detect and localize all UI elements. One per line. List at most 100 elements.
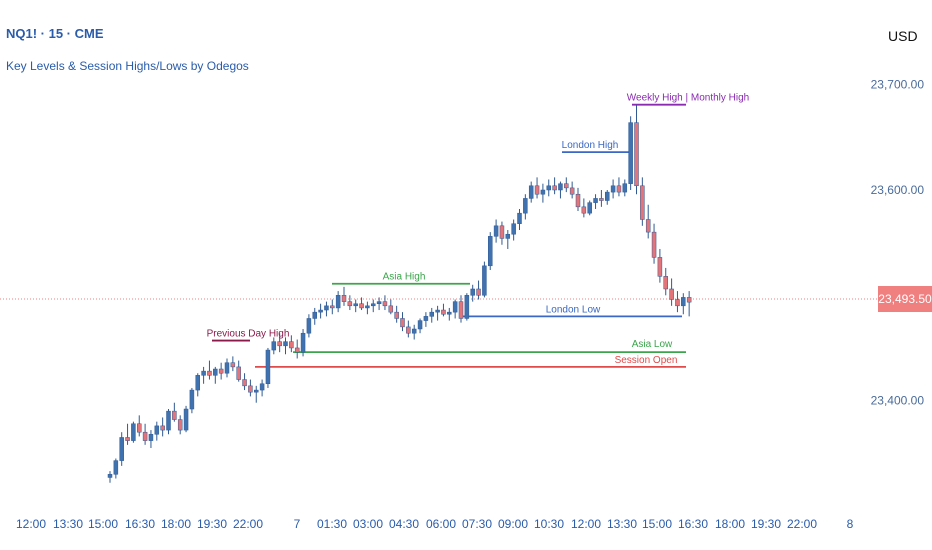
- candle-body: [365, 305, 370, 309]
- candle-body: [493, 225, 499, 237]
- candle-body: [616, 185, 622, 193]
- candle-body: [172, 410, 177, 420]
- candle-body: [645, 219, 651, 233]
- candle-body: [265, 349, 271, 385]
- candle-body: [476, 288, 481, 296]
- candle-body: [605, 191, 610, 201]
- key-levels: Previous Day High Asia High Asia Low Sessio…: [207, 93, 749, 368]
- level-label: London High: [562, 140, 619, 151]
- time-tick-label: 09:00: [498, 517, 528, 531]
- time-tick-label: 12:00: [16, 517, 46, 531]
- candle-body: [154, 425, 160, 435]
- candle-body: [523, 198, 528, 214]
- candle-body: [657, 257, 663, 277]
- candle-body: [452, 301, 458, 313]
- candle-body: [177, 419, 183, 431]
- candle-body: [300, 332, 306, 353]
- level-label: Asia Low: [632, 339, 673, 350]
- candles: [107, 104, 692, 483]
- candle-body: [119, 437, 124, 461]
- candle-body: [213, 368, 218, 376]
- candle-body: [675, 299, 680, 307]
- candle-body: [335, 295, 341, 309]
- time-tick-label: 01:30: [317, 517, 347, 531]
- candle-body: [488, 236, 493, 267]
- candle-body: [318, 309, 323, 313]
- candle-body: [610, 185, 616, 193]
- time-tick-label: 03:00: [353, 517, 383, 531]
- candle-body: [312, 311, 317, 319]
- candle-body: [359, 303, 364, 309]
- candle-body: [388, 305, 394, 313]
- candle-body: [423, 316, 429, 321]
- time-tick-label: 12:00: [571, 517, 601, 531]
- time-axis[interactable]: 12:00 13:30 15:00 16:30 18:00 19:30 22:00 7 01:3…: [16, 517, 854, 531]
- candle-body: [382, 301, 388, 307]
- candle-body: [107, 474, 113, 478]
- time-tick-label: 06:00: [426, 517, 456, 531]
- candle-body: [131, 423, 136, 441]
- time-tick-label: 18:00: [161, 517, 191, 531]
- price-tick-label: 23,700.00: [871, 78, 925, 92]
- symbol-title[interactable]: NQ1! · 15 · CME: [6, 26, 104, 41]
- candle-body: [189, 389, 195, 410]
- candle-body: [569, 187, 575, 195]
- time-tick-label: 19:30: [751, 517, 781, 531]
- candle-body: [558, 183, 563, 191]
- candle-body: [686, 297, 692, 303]
- candle-body: [517, 212, 522, 224]
- time-tick-label: 16:30: [678, 517, 708, 531]
- candle-body: [505, 233, 511, 239]
- time-tick-label: 13:30: [53, 517, 83, 531]
- price-axis[interactable]: 23,700.00 23,600.00 23,400.00: [871, 78, 925, 408]
- candle-body: [277, 341, 282, 347]
- indicator-title[interactable]: Key Levels & Session Highs/Lows by Odego…: [6, 59, 249, 73]
- time-tick-label: 10:30: [534, 517, 564, 531]
- candle-body: [581, 206, 587, 214]
- time-tick-label: 15:00: [642, 517, 672, 531]
- candle-body: [394, 311, 399, 319]
- candle-body: [546, 185, 551, 191]
- candle-body: [634, 122, 639, 187]
- candle-body: [640, 185, 645, 220]
- candle-body: [294, 347, 300, 353]
- candle-body: [259, 383, 265, 391]
- candle-body: [148, 434, 154, 441]
- candle-body: [651, 231, 657, 258]
- candle-body: [482, 265, 487, 296]
- candle-body: [289, 341, 294, 349]
- candle-body: [254, 389, 259, 393]
- currency-label[interactable]: USD: [888, 28, 918, 44]
- time-tick-label: 18:00: [715, 517, 745, 531]
- candle-body: [183, 408, 189, 431]
- candle-body: [195, 375, 200, 391]
- candle-body: [324, 305, 329, 311]
- candle-body: [534, 185, 540, 195]
- time-tick-label: 13:30: [607, 517, 637, 531]
- candle-body: [447, 311, 452, 315]
- level-label: Session Open: [615, 355, 678, 366]
- candle-body: [166, 410, 171, 431]
- candle-body: [160, 425, 165, 431]
- candle-body: [552, 185, 557, 191]
- candle-body: [353, 303, 358, 307]
- candle-body: [400, 318, 405, 328]
- candle-body: [663, 276, 668, 290]
- candle-body: [142, 431, 148, 441]
- candle-body: [599, 198, 604, 201]
- candle-body: [113, 460, 119, 475]
- candle-body: [125, 437, 130, 441]
- candle-body: [441, 309, 446, 315]
- candle-body: [575, 193, 581, 208]
- time-tick-label: 07:30: [462, 517, 492, 531]
- candle-body: [681, 297, 686, 307]
- candle-body: [417, 320, 423, 330]
- candle-body: [201, 370, 206, 376]
- candle-body: [376, 301, 382, 304]
- candle-body: [271, 341, 277, 351]
- time-tick-label: 8: [847, 517, 854, 531]
- candle-body: [411, 328, 417, 334]
- candle-body: [137, 423, 142, 433]
- candle-body: [371, 303, 376, 307]
